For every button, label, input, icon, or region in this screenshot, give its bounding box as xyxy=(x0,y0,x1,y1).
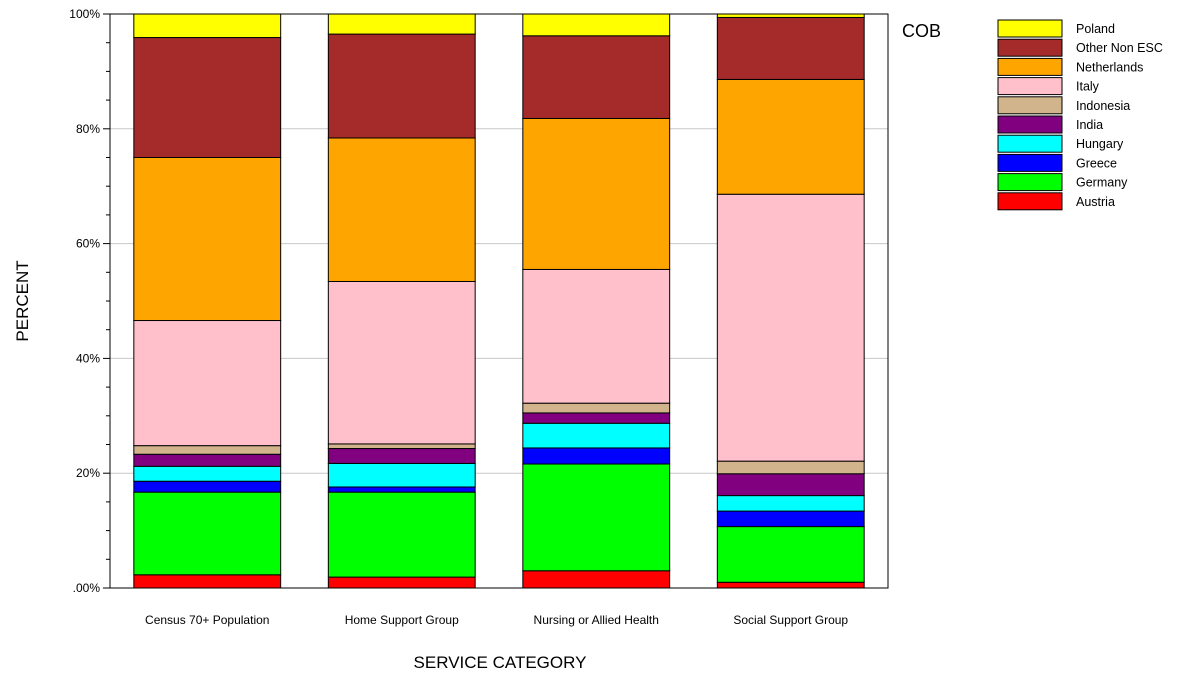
bar-segment-hungary xyxy=(327,462,476,488)
bar-segment-italy xyxy=(327,280,476,445)
legend-label: Germany xyxy=(1076,176,1128,190)
legend-label: Indonesia xyxy=(1076,99,1130,113)
legend-label: India xyxy=(1076,118,1103,132)
legend-label: Hungary xyxy=(1076,137,1124,151)
bar-segment-other-non-esc xyxy=(716,16,865,80)
y-axis-ticks: .00% 20% 40% 60% 80% 100% xyxy=(69,7,110,595)
bar-segment-other-non-esc xyxy=(327,33,476,139)
legend-swatch xyxy=(997,19,1063,38)
bars xyxy=(133,13,865,589)
y-tick-label: 60% xyxy=(76,237,100,251)
y-tick-label: 20% xyxy=(76,466,100,480)
bar-segment-greece xyxy=(522,447,671,465)
bar-segment-germany xyxy=(716,526,865,583)
bar-segment-greece xyxy=(716,510,865,528)
x-category-label: Census 70+ Population xyxy=(145,613,269,627)
legend-swatch xyxy=(997,77,1063,96)
legend-swatch xyxy=(997,57,1063,76)
legend-item: Hungary xyxy=(997,134,1124,153)
bar-segment-netherlands xyxy=(327,137,476,282)
x-category-label: Social Support Group xyxy=(733,613,848,627)
legend-label: Austria xyxy=(1076,195,1115,209)
bar-segment-hungary xyxy=(133,465,282,482)
bar-segment-austria xyxy=(327,576,476,589)
legend-swatch xyxy=(997,96,1063,115)
bar-segment-indonesia xyxy=(133,445,282,455)
bar-segment-india xyxy=(522,412,671,424)
legend-title: COB xyxy=(902,21,941,41)
legend-swatch xyxy=(997,153,1063,172)
legend-item: Germany xyxy=(997,173,1128,192)
y-tick-label: 80% xyxy=(76,122,100,136)
y-tick-label: .00% xyxy=(73,581,101,595)
bar-segment-greece xyxy=(133,480,282,493)
legend-item: Poland xyxy=(997,19,1115,38)
bar-segment-italy xyxy=(716,193,865,462)
x-axis-title: SERVICE CATEGORY xyxy=(414,653,587,672)
legend-item: Netherlands xyxy=(997,57,1143,76)
bar-segment-indonesia xyxy=(716,460,865,475)
legend-item: India xyxy=(997,115,1103,134)
bar-segment-hungary xyxy=(522,422,671,449)
y-tick-label: 100% xyxy=(69,7,100,21)
bar-segment-poland xyxy=(133,13,282,39)
legend-label: Greece xyxy=(1076,156,1117,170)
legend-swatch xyxy=(997,38,1063,57)
bar-segment-hungary xyxy=(716,495,865,512)
legend: Poland Other Non ESC Netherlands Italy Indon… xyxy=(997,19,1163,211)
x-category-label: Nursing or Allied Health xyxy=(534,613,659,627)
legend-swatch xyxy=(997,134,1063,153)
legend-item: Austria xyxy=(997,192,1115,211)
bar-segment-poland xyxy=(522,13,671,37)
y-axis-title: PERCENT xyxy=(13,260,32,341)
bar-segment-germany xyxy=(133,491,282,576)
x-axis-category-labels: Census 70+ Population Home Support Group N… xyxy=(145,613,848,627)
bar-segment-austria xyxy=(133,574,282,589)
bar-segment-netherlands xyxy=(133,157,282,322)
x-category-label: Home Support Group xyxy=(345,613,459,627)
bar-segment-india xyxy=(716,473,865,497)
bar-segment-other-non-esc xyxy=(522,35,671,119)
legend-item: Other Non ESC xyxy=(997,38,1163,57)
bar-segment-india xyxy=(133,453,282,467)
legend-item: Indonesia xyxy=(997,96,1130,115)
bar-segment-netherlands xyxy=(716,78,865,195)
bar-segment-greece xyxy=(327,486,476,493)
bar-segment-india xyxy=(327,448,476,464)
legend-label: Poland xyxy=(1076,22,1115,36)
bar-segment-germany xyxy=(327,491,476,578)
bar-segment-italy xyxy=(522,268,671,404)
bar-segment-germany xyxy=(522,463,671,572)
legend-label: Italy xyxy=(1076,80,1100,94)
legend-swatch xyxy=(997,173,1063,192)
legend-label: Other Non ESC xyxy=(1076,41,1163,55)
bar-segment-indonesia xyxy=(327,443,476,450)
bar-segment-austria xyxy=(716,581,865,589)
bar-segment-austria xyxy=(522,570,671,589)
legend-item: Greece xyxy=(997,153,1117,172)
legend-swatch xyxy=(997,192,1063,211)
bar-segment-italy xyxy=(133,320,282,447)
legend-item: Italy xyxy=(997,77,1100,96)
bar-segment-netherlands xyxy=(522,117,671,270)
bar-segment-indonesia xyxy=(522,402,671,414)
y-tick-label: 40% xyxy=(76,351,100,365)
bar-segment-poland xyxy=(716,13,865,18)
bar-segment-other-non-esc xyxy=(133,37,282,159)
legend-swatch xyxy=(997,115,1063,134)
bar-segment-poland xyxy=(327,13,476,35)
legend-label: Netherlands xyxy=(1076,60,1143,74)
